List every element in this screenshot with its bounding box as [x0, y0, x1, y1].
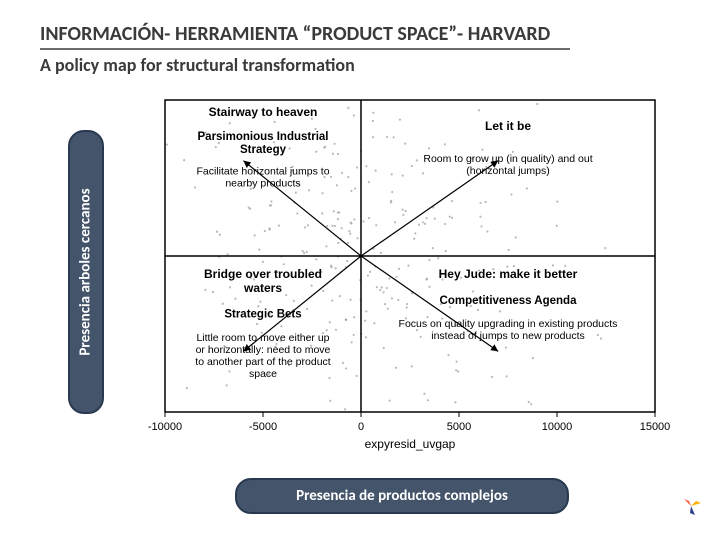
svg-text:Stairway to heaven: Stairway to heaven — [209, 105, 318, 119]
svg-text:-5000: -5000 — [249, 421, 277, 433]
quadrant-chart: -10000 -5000 0 5000 10000 15000 expyresid_uvga… — [110, 92, 670, 452]
svg-text:15000: 15000 — [640, 421, 670, 433]
brand-logo — [680, 495, 702, 522]
svg-text:Competitiveness Agenda: Competitiveness Agenda — [440, 295, 578, 307]
svg-text:-10000: -10000 — [148, 421, 182, 433]
svg-text:expyresid_uvgap: expyresid_uvgap — [365, 437, 456, 451]
svg-text:Strategic Bets: Strategic Bets — [224, 309, 301, 321]
title-underline — [40, 48, 570, 50]
svg-text:Let it be: Let it be — [485, 119, 531, 133]
page-subtitle: A policy map for structural transformati… — [40, 54, 355, 76]
svg-text:Focus on quality upgrading in: Focus on quality upgrading in existing p… — [399, 318, 618, 342]
y-axis-label-box: Presencia arboles cercanos — [68, 130, 104, 414]
x-axis-label-box: Presencia de productos complejos — [235, 478, 569, 514]
svg-text:Hey Jude: make it better: Hey Jude: make it better — [439, 267, 578, 281]
x-axis-label: Presencia de productos complejos — [296, 487, 508, 505]
page-title: INFORMACIÓN- HERRAMIENTA “PRODUCT SPACE”… — [40, 22, 550, 46]
svg-text:5000: 5000 — [447, 421, 471, 433]
svg-text:0: 0 — [358, 421, 364, 433]
y-axis-label: Presencia arboles cercanos — [77, 188, 95, 355]
svg-text:10000: 10000 — [542, 421, 573, 433]
